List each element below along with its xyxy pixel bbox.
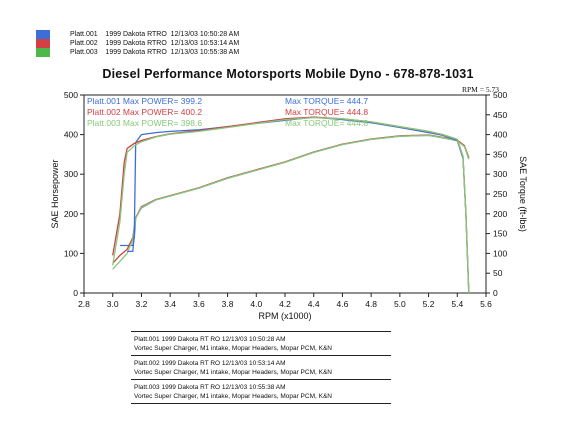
run-note-mods: Vortec Super Charger, M1 intake, Mopar H… — [134, 369, 332, 376]
y2-tick-label: 150 — [493, 229, 507, 239]
max-torque-annotation: Max TORQUE= 444.8 — [285, 107, 368, 117]
legend-date: 12/13/03 — [170, 49, 198, 56]
x-tick-label: 5.4 — [451, 299, 463, 309]
run-note-mods: Vortec Super Charger, M1 intake, Mopar H… — [134, 393, 332, 400]
y2-tick-label: 0 — [493, 288, 498, 298]
legend-swatch-blue — [36, 30, 50, 39]
legend-time: 10:50:28 AM — [199, 31, 240, 38]
run-note: Platt.001 1999 Dakota RT RO 12/13/03 10:… — [131, 331, 391, 355]
y2-tick-label: 200 — [493, 209, 507, 219]
y2-tick-label: 250 — [493, 189, 507, 199]
series-line-power-2 — [112, 134, 470, 264]
run-note: Platt.002 1999 Dakota RT RO 12/13/03 10:… — [131, 355, 391, 379]
x-axis-label: RPM (x1000) — [258, 311, 311, 321]
series-line-torque-1 — [127, 116, 470, 294]
x-tick-label: 5.2 — [423, 299, 435, 309]
legend-swatch-green — [36, 48, 50, 57]
legend-vehicle: 1999 Dakota RTRO — [105, 49, 167, 56]
max-torque-annotation: Max TORQUE= 444.7 — [285, 96, 368, 106]
run-note-mods: Vortec Super Charger, M1 intake, Mopar H… — [134, 345, 332, 352]
x-tick-label: 3.2 — [136, 299, 148, 309]
series-line-power-3 — [112, 134, 470, 270]
y2-tick-label: 350 — [493, 149, 507, 159]
y-tick-label: 200 — [64, 209, 78, 219]
y-axis-label: SAE Horsepower — [50, 159, 60, 228]
x-tick-label: 4.0 — [250, 299, 262, 309]
x-tick-label: 4.8 — [365, 299, 377, 309]
run-note-header: Platt.001 1999 Dakota RT RO 12/13/03 10:… — [134, 336, 286, 343]
y-tick-label: 500 — [64, 90, 78, 100]
y2-axis-label: SAE Torque (ft-lbs) — [518, 156, 528, 232]
y2-tick-label: 100 — [493, 248, 507, 258]
legend-swatch-red — [36, 39, 50, 48]
y-tick-label: 400 — [64, 130, 78, 140]
y-tick-label: 0 — [73, 288, 78, 298]
legend-time: 10:53:14 AM — [199, 40, 240, 47]
legend-vehicle: 1999 Dakota RTRO — [105, 40, 167, 47]
legend-run: Platt.003 — [70, 49, 98, 56]
legend-vehicle: 1999 Dakota RTRO — [105, 31, 167, 38]
run-note: Platt.003 1999 Dakota RT RO 12/13/03 10:… — [131, 379, 391, 404]
y2-tick-label: 450 — [493, 110, 507, 120]
y2-tick-label: 400 — [493, 130, 507, 140]
x-tick-label: 2.8 — [78, 299, 90, 309]
legend-time: 10:55:38 AM — [199, 49, 240, 56]
max-power-annotation: Platt.002 Max POWER= 400.2 — [87, 107, 202, 117]
legend-date: 12/13/03 — [170, 40, 198, 47]
run-notes: Platt.001 1999 Dakota RT RO 12/13/03 10:… — [131, 331, 391, 404]
max-torque-annotation: Max TORQUE= 444.8 — [285, 118, 368, 128]
x-tick-label: 3.6 — [193, 299, 205, 309]
run-note-header: Platt.002 1999 Dakota RT RO 12/13/03 10:… — [134, 360, 286, 367]
rpm-readout: RPM = 5.73 — [462, 85, 499, 94]
y2-tick-label: 500 — [493, 90, 507, 100]
x-tick-label: 4.2 — [279, 299, 291, 309]
x-tick-label: 4.4 — [308, 299, 320, 309]
chart-title: Diesel Performance Motorsports Mobile Dy… — [102, 67, 474, 81]
y-tick-label: 100 — [64, 248, 78, 258]
series-line-torque-2 — [112, 116, 470, 294]
x-tick-label: 3.0 — [107, 299, 119, 309]
legend-date: 12/13/03 — [170, 31, 198, 38]
legend-run: Platt.001 — [70, 31, 98, 38]
run-note-header: Platt.003 1999 Dakota RT RO 12/13/03 10:… — [134, 384, 286, 391]
series-line-power-1 — [119, 134, 470, 247]
x-tick-label: 3.8 — [222, 299, 234, 309]
max-power-annotation: Platt.001 Max POWER= 399.2 — [87, 96, 202, 106]
max-power-annotation: Platt.003 Max POWER= 398.6 — [87, 118, 202, 128]
y-tick-label: 300 — [64, 169, 78, 179]
x-tick-label: 3.4 — [164, 299, 176, 309]
y2-tick-label: 50 — [493, 268, 503, 278]
x-tick-label: 5.6 — [480, 299, 492, 309]
y2-tick-label: 300 — [493, 169, 507, 179]
x-tick-label: 5.0 — [394, 299, 406, 309]
series-line-torque-3 — [112, 116, 470, 294]
x-tick-label: 4.6 — [337, 299, 349, 309]
legend-run: Platt.002 — [70, 40, 98, 47]
